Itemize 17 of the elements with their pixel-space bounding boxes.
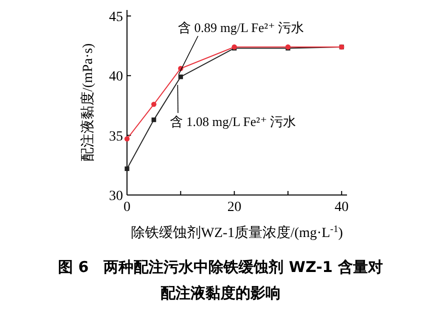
- point: [151, 102, 156, 107]
- y-tick-label: 45: [109, 10, 123, 25]
- point: [178, 74, 183, 80]
- text: 图 6 两种配注污水中除铁缓蚀剂 WZ-1 含量对配注液黏度的影响: [58, 258, 383, 302]
- point: [152, 118, 156, 122]
- point: [124, 136, 130, 142]
- x-tick-label: 40: [334, 200, 349, 215]
- series-label: 含 0.89 mg/L Fe²⁺ 污水: [178, 20, 304, 35]
- x-axis-title: 除铁缓蚀剂WZ-1质量浓度/(mg·L$^{-1}$): [131, 224, 344, 241]
- point: [124, 166, 130, 172]
- y-tick-label: 40: [109, 70, 123, 85]
- y-axis-title: 配注液黏度/(mPa·s): [80, 43, 96, 162]
- y-tick-label: 30: [109, 189, 123, 204]
- x-tick-label: 20: [227, 200, 242, 215]
- y-tick-label: 35: [109, 129, 123, 144]
- series-label: 含 1.08 mg/L Fe²⁺ 污水: [170, 114, 296, 129]
- x-tick-label: 0: [124, 200, 130, 215]
